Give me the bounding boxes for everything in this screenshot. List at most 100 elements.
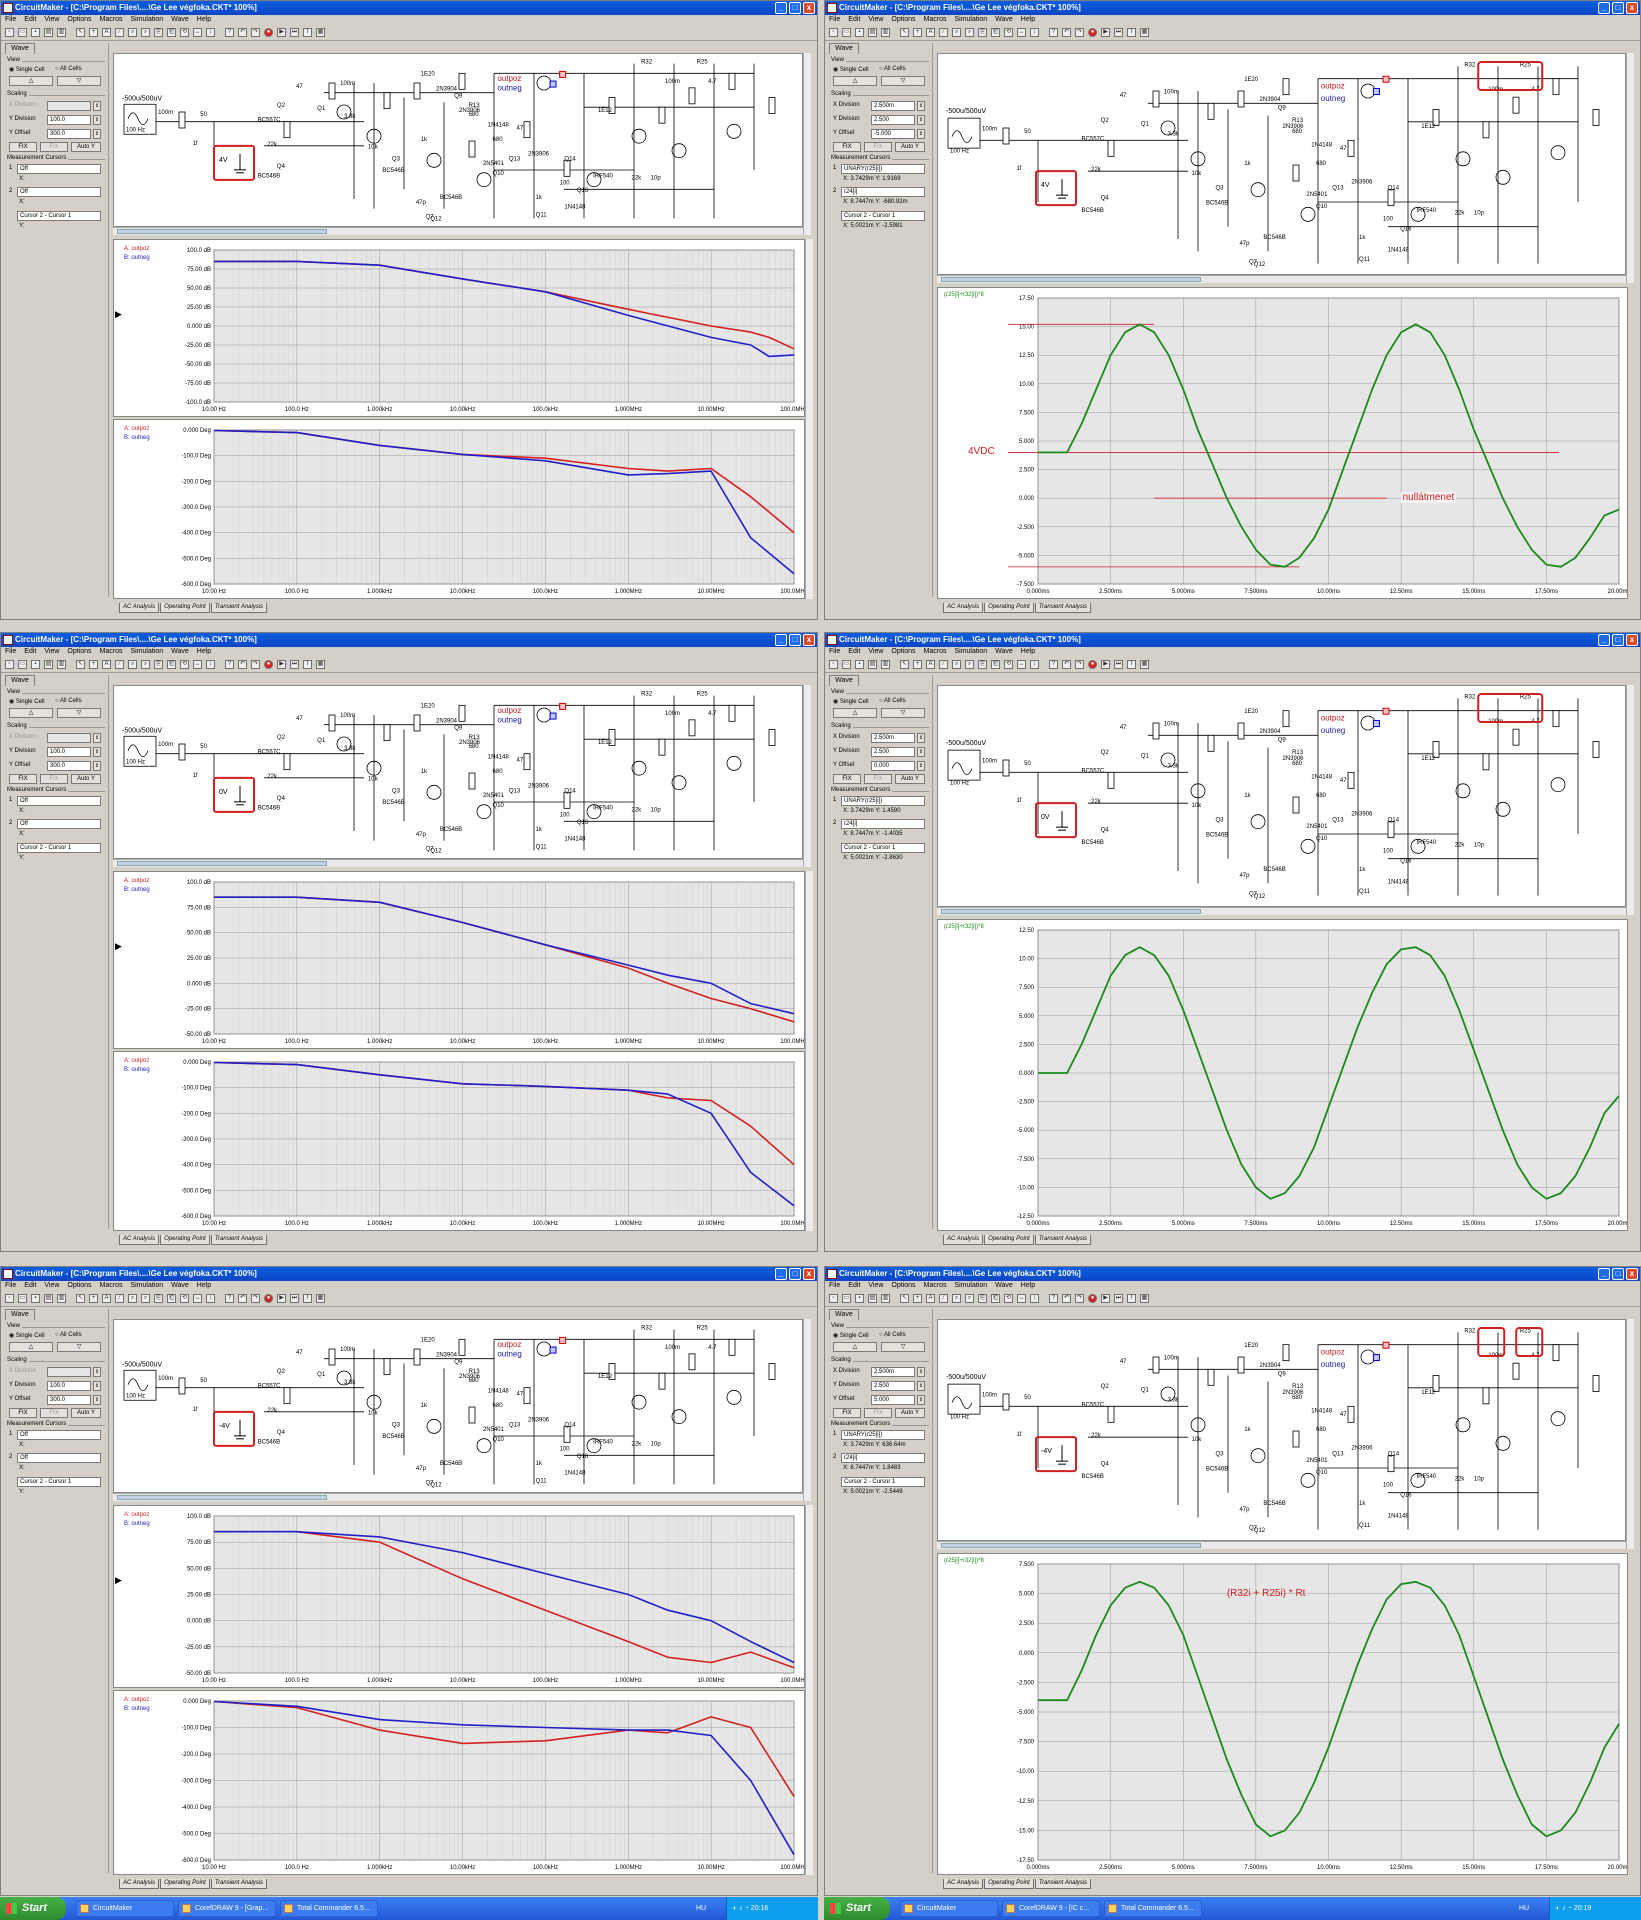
menu-edit[interactable]: Edit [848,16,861,23]
save-icon[interactable]: ▪ [855,660,864,669]
cursor-2-select[interactable]: Off [17,1453,101,1463]
print-icon[interactable]: ▤ [44,28,53,37]
active-cell-arrow[interactable]: ▶ [115,941,122,951]
menu-view[interactable]: View [44,16,60,23]
flip-icon[interactable]: ↔ [1017,28,1026,37]
tab-operating-point[interactable]: Operating Point [984,603,1034,613]
graph-icon[interactable]: ▦ [1140,1294,1149,1303]
fix-button[interactable]: FIX [9,142,37,152]
cell-up-button[interactable]: △ [833,1342,877,1352]
stop-icon[interactable]: ● [1088,1294,1097,1303]
open-icon[interactable]: ▭ [18,1294,27,1303]
tab-transient-analysis[interactable]: Transient Analysis [1034,603,1092,613]
scroll-thumb[interactable] [117,1495,327,1500]
step-icon[interactable]: ⏭ [290,28,299,37]
help-icon[interactable]: ? [1049,28,1058,37]
graph-icon[interactable]: ▦ [316,660,325,669]
taskbar-item[interactable]: Total Commander 6.5... [280,1900,378,1917]
redo-icon[interactable]: ↷ [251,1294,260,1303]
y-division-input[interactable]: 2.500 [871,747,915,757]
text-icon[interactable]: A [102,1294,111,1303]
tab-operating-point[interactable]: Operating Point [160,1235,210,1245]
zoom-out-icon[interactable]: ⌕ [965,1294,974,1303]
minimize-button[interactable]: _ [775,2,787,14]
y-offset-spinner[interactable]: ⇕ [917,129,925,139]
run-icon[interactable]: ▶ [277,28,286,37]
cell-down-button[interactable]: ▽ [57,708,101,718]
stop-icon[interactable]: ● [1088,660,1097,669]
save-icon[interactable]: ▪ [855,1294,864,1303]
menu-options[interactable]: Options [67,648,92,655]
print-icon[interactable]: ▤ [868,1294,877,1303]
scroll-thumb[interactable] [941,1543,1201,1548]
zoom-out-icon[interactable]: ⌕ [141,1294,150,1303]
cell-up-button[interactable]: △ [833,76,877,86]
all-cells-radio[interactable]: ○ All Cells [55,1332,82,1338]
all-cells-radio[interactable]: ○ All Cells [879,1332,906,1338]
wire-icon[interactable]: + [913,660,922,669]
minimize-button[interactable]: _ [1598,2,1610,14]
paste-icon[interactable]: ⎗ [991,28,1000,37]
print-icon[interactable]: ▤ [868,660,877,669]
x-division-spinner[interactable]: ⇕ [917,1367,925,1377]
wave-tab[interactable]: Wave [829,675,859,686]
flip-icon[interactable]: ↔ [1017,1294,1026,1303]
tab-ac-analysis[interactable]: AC Analysis [943,603,984,613]
taskbar-item[interactable]: CorelDRAW 9 - [Grap... [178,1900,276,1917]
menu-edit[interactable]: Edit [848,1282,861,1289]
auto-y-button[interactable]: Auto Y [895,774,925,784]
save-icon[interactable]: ▪ [855,28,864,37]
paste-icon[interactable]: ⎗ [991,1294,1000,1303]
single-cell-radio[interactable]: ◉ Single Cell [9,1333,45,1339]
schematic-vertical-scrollbar[interactable] [1626,685,1634,915]
schematic-horizontal-scrollbar[interactable] [113,859,803,867]
mirror-icon[interactable]: ↕ [1030,660,1039,669]
scroll-thumb[interactable] [941,277,1201,282]
menu-file[interactable]: File [5,648,17,655]
step-icon[interactable]: ⏭ [290,1294,299,1303]
y-division-input[interactable]: 2.500 [871,1381,915,1391]
menu-edit[interactable]: Edit [24,1282,37,1289]
scroll-thumb[interactable] [117,861,327,866]
y-offset-input[interactable]: 300.0 [47,761,91,771]
fix-y-button[interactable]: FIX [40,774,68,784]
mirror-icon[interactable]: ↕ [1030,28,1039,37]
y-division-spinner[interactable]: ⇕ [917,115,925,125]
close-button[interactable]: x [803,634,815,646]
help-icon[interactable]: ? [1049,660,1058,669]
cursor-diff-select[interactable]: Cursor 2 - Cursor 1 [17,843,101,853]
zoom-icon[interactable]: ⌕ [128,28,137,37]
tab-operating-point[interactable]: Operating Point [984,1879,1034,1889]
text-icon[interactable]: A [926,660,935,669]
menu-wave[interactable]: Wave [171,648,189,655]
minimize-button[interactable]: _ [1598,1268,1610,1280]
stop-icon[interactable]: ● [1088,28,1097,37]
arrow-icon[interactable]: ↖ [900,28,909,37]
menu-options[interactable]: Options [891,16,916,23]
graph-icon[interactable]: ▦ [1140,28,1149,37]
cursor-2-select[interactable]: Off [17,187,101,197]
y-offset-spinner[interactable]: ⇕ [93,129,101,139]
menu-file[interactable]: File [5,1282,17,1289]
y-offset-input[interactable]: 300.0 [47,1395,91,1405]
language-indicator[interactable]: HU [1519,1905,1530,1912]
tab-ac-analysis[interactable]: AC Analysis [943,1235,984,1245]
close-button[interactable]: x [1626,634,1638,646]
print-setup-icon[interactable]: ▥ [881,1294,890,1303]
flip-icon[interactable]: ↔ [1017,660,1026,669]
taskbar-item[interactable]: CorelDRAW 9 - [IC c... [1002,1900,1100,1917]
menu-view[interactable]: View [868,648,884,655]
minimize-button[interactable]: _ [775,634,787,646]
tab-ac-analysis[interactable]: AC Analysis [119,1235,160,1245]
cell-down-button[interactable]: ▽ [57,1342,101,1352]
menu-wave[interactable]: Wave [171,16,189,23]
y-offset-input[interactable]: -5.000 [871,129,915,139]
text-icon[interactable]: A [926,1294,935,1303]
redo-icon[interactable]: ↷ [251,660,260,669]
schematic-horizontal-scrollbar[interactable] [113,227,803,235]
open-icon[interactable]: ▭ [842,1294,851,1303]
probe-icon[interactable]: ⁄ [115,660,124,669]
menu-view[interactable]: View [44,1282,60,1289]
arrow-icon[interactable]: ↖ [76,28,85,37]
menu-options[interactable]: Options [891,648,916,655]
